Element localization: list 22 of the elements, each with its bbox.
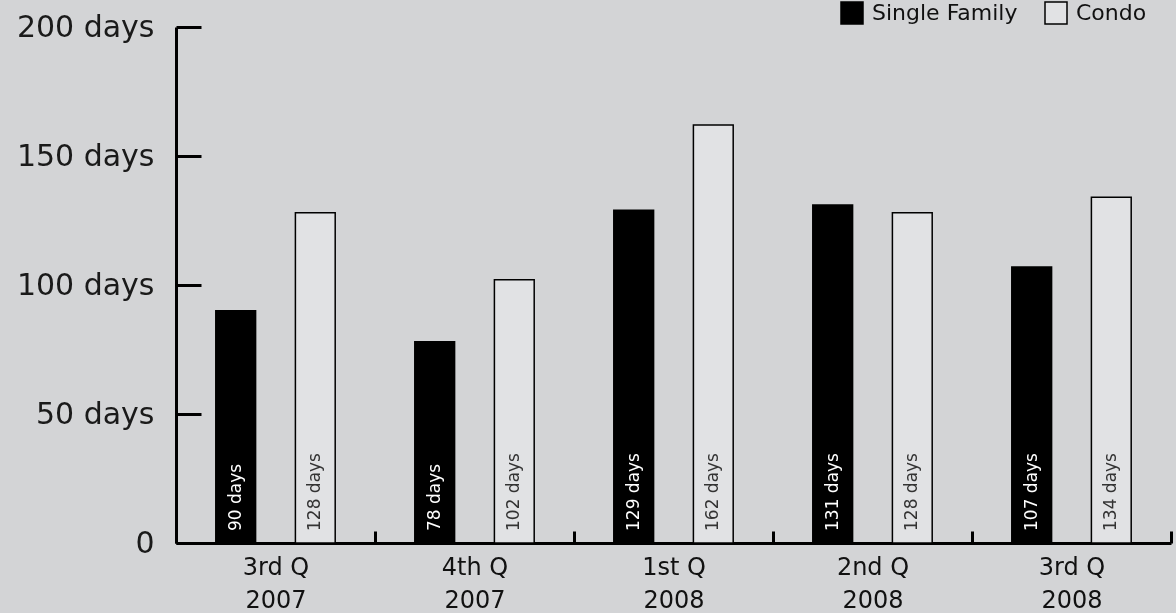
legend-label: Single Family bbox=[872, 0, 1018, 25]
data-label: 90 days bbox=[224, 463, 245, 531]
x-tick-label: 3rd Q 2008 bbox=[1038, 552, 1106, 613]
x-tick-label: 3rd Q 2007 bbox=[242, 552, 310, 613]
data-label: 102 days bbox=[503, 452, 524, 531]
y-tick-label: 150 days bbox=[16, 137, 155, 173]
data-label: 128 days bbox=[901, 452, 922, 531]
y-tick-label: 50 days bbox=[35, 395, 155, 431]
x-tick-label: 2nd Q 2008 bbox=[836, 552, 910, 613]
data-label: 131 days bbox=[821, 452, 842, 531]
y-tick-label: 100 days bbox=[16, 266, 155, 302]
data-label: 128 days bbox=[304, 452, 325, 531]
data-label: 162 days bbox=[702, 452, 723, 531]
data-label: 107 days bbox=[1020, 452, 1041, 531]
legend-label: Condo bbox=[1076, 0, 1147, 25]
y-tick-label: 200 days bbox=[16, 8, 155, 44]
data-label: 78 days bbox=[423, 463, 444, 531]
data-label: 134 days bbox=[1100, 452, 1121, 531]
data-label: 129 days bbox=[622, 452, 643, 531]
x-tick-label: 1st Q 2008 bbox=[642, 552, 706, 613]
y-tick-label: 0 bbox=[135, 524, 155, 560]
x-tick-label: 4th Q 2007 bbox=[441, 552, 509, 613]
